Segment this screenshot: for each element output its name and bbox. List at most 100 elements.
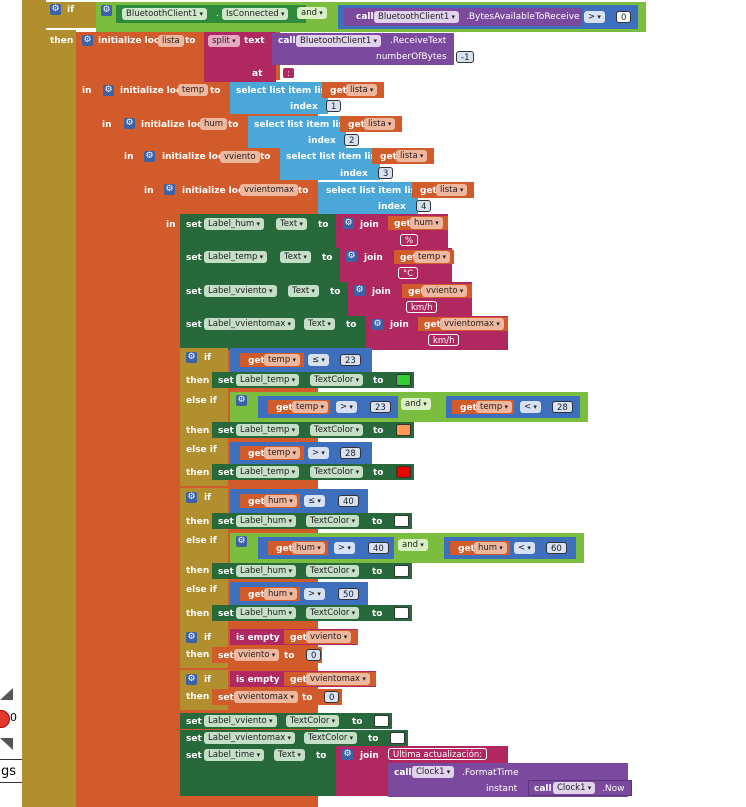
index-number[interactable]: 2 [344, 134, 360, 146]
gt-op-dropdown[interactable]: > [336, 401, 357, 413]
gt-op-dropdown[interactable]: > [308, 447, 329, 459]
join-mutator-icon[interactable]: ⚙ [343, 218, 354, 229]
white-color-swatch[interactable] [394, 515, 409, 527]
white-color-swatch[interactable] [394, 565, 409, 577]
component-dropdown[interactable]: BluetoothClient1 [122, 8, 208, 20]
temp-var-name[interactable]: temp [178, 84, 209, 96]
init-vviento-mutator-icon[interactable]: ⚙ [144, 151, 155, 162]
and-dropdown[interactable]: and [297, 7, 327, 19]
vvientomax-var-name[interactable]: vvientomax [240, 184, 299, 196]
select-vvientomax-block[interactable] [318, 182, 418, 214]
hum-var-dropdown[interactable]: hum [474, 542, 507, 554]
text-prop-dropdown[interactable]: Text [274, 749, 305, 761]
lista-dropdown[interactable]: lista [364, 118, 396, 130]
temp-var-dropdown[interactable]: temp [292, 401, 328, 413]
temp-var-dropdown[interactable]: temp [264, 354, 300, 366]
temp-23-number[interactable]: 23 [370, 401, 391, 413]
temp-var-dropdown[interactable]: temp [414, 251, 450, 263]
vviento-var-dropdown[interactable]: vviento [234, 649, 280, 661]
label-vviento-dropdown[interactable]: Label_vviento [204, 285, 277, 297]
temp-suffix-text[interactable]: °C [398, 267, 419, 279]
lt-op-dropdown[interactable]: < [514, 542, 535, 554]
if-mutator-icon[interactable]: ⚙ [186, 632, 197, 643]
white-color-swatch[interactable] [394, 607, 409, 619]
white-color-swatch[interactable] [374, 715, 389, 727]
textcolor-prop-dropdown[interactable]: TextColor [310, 374, 364, 386]
call-component-dropdown[interactable]: BluetoothClient1 [374, 11, 460, 23]
wind-max-suffix-text[interactable]: km/h [428, 334, 460, 346]
lt-op-dropdown[interactable]: < [520, 401, 541, 413]
index-number[interactable]: 3 [378, 167, 394, 179]
and-mutator-icon[interactable]: ⚙ [236, 536, 247, 547]
select-temp-block[interactable] [230, 82, 328, 114]
init-vvientomax-mutator-icon[interactable]: ⚙ [164, 184, 175, 195]
text-prop-dropdown[interactable]: Text [276, 218, 307, 230]
hum-60-number[interactable]: 60 [546, 542, 567, 554]
hum-suffix-text[interactable]: % [400, 234, 419, 246]
le-op-dropdown[interactable]: ≤ [308, 354, 329, 366]
wind-suffix-text[interactable]: km/h [406, 301, 438, 313]
hum-var-dropdown[interactable]: hum [410, 217, 443, 229]
textcolor-prop-dropdown[interactable]: TextColor [306, 515, 360, 527]
label-vvientomax-dropdown[interactable]: Label_vvientomax [204, 732, 296, 744]
le-op-dropdown[interactable]: ≤ [304, 495, 325, 507]
and-dropdown[interactable]: and [398, 539, 428, 551]
index-number[interactable]: 4 [416, 200, 432, 212]
init-hum-mutator-icon[interactable]: ⚙ [124, 118, 135, 129]
hum-if-mutator-icon[interactable]: ⚙ [186, 492, 197, 503]
label-hum-dropdown[interactable]: Label_hum [236, 607, 296, 619]
label-vvientomax-dropdown[interactable]: Label_vvientomax [204, 318, 296, 330]
hum-var-dropdown[interactable]: hum [264, 495, 297, 507]
zero-number[interactable]: 0 [324, 691, 340, 703]
vvientomax-var-dropdown[interactable]: vvientomax [306, 673, 370, 685]
gt-op-dropdown[interactable]: > [304, 588, 325, 600]
split-dropdown[interactable]: split [208, 35, 240, 47]
lista-dropdown[interactable]: lista [436, 184, 468, 196]
textcolor-prop-dropdown[interactable]: TextColor [306, 565, 360, 577]
textcolor-prop-dropdown[interactable]: TextColor [286, 715, 340, 727]
textcolor-prop-dropdown[interactable]: TextColor [310, 424, 364, 436]
vvientomax-var-dropdown[interactable]: vvientomax [440, 318, 504, 330]
temp-var-dropdown[interactable]: temp [264, 447, 300, 459]
if-mutator-icon[interactable]: ⚙ [186, 674, 197, 685]
text-prop-dropdown[interactable]: Text [288, 285, 319, 297]
time-prefix-text[interactable]: Ultima actualización: [388, 748, 488, 760]
label-hum-dropdown[interactable]: Label_hum [236, 515, 296, 527]
clock-dropdown[interactable]: Clock1 [412, 766, 455, 778]
receive-component-dropdown[interactable]: BluetoothClient1 [296, 35, 382, 47]
textcolor-prop-dropdown[interactable]: TextColor [304, 732, 358, 744]
label-time-dropdown[interactable]: Label_time [204, 749, 265, 761]
join-mutator-icon[interactable]: ⚙ [372, 319, 383, 330]
label-hum-dropdown[interactable]: Label_hum [204, 218, 264, 230]
gt-op-dropdown[interactable]: > [334, 542, 355, 554]
hum-40-number[interactable]: 40 [368, 542, 389, 554]
lista-dropdown[interactable]: lista [396, 150, 428, 162]
temp-if-mutator-icon[interactable]: ⚙ [186, 352, 197, 363]
green-color-swatch[interactable] [396, 374, 411, 386]
hum-if-block[interactable] [180, 488, 228, 628]
label-temp-dropdown[interactable]: Label_temp [204, 251, 268, 263]
clock-dropdown[interactable]: Clock1 [553, 782, 596, 794]
init-lista-mutator-icon[interactable]: ⚙ [82, 35, 93, 46]
scroll-up-icon[interactable] [0, 688, 13, 700]
join-mutator-icon[interactable]: ⚙ [342, 749, 353, 760]
temp-28-number[interactable]: 28 [552, 401, 573, 413]
vviento-var-name[interactable]: vviento [220, 151, 260, 163]
temp-var-dropdown[interactable]: temp [476, 401, 512, 413]
hum-var-name[interactable]: hum [200, 118, 228, 130]
and-mutator-icon[interactable]: ⚙ [101, 5, 112, 16]
init-temp-mutator-icon[interactable]: ⚙ [103, 85, 114, 96]
temp-28-number[interactable]: 28 [340, 447, 361, 459]
label-temp-dropdown[interactable]: Label_temp [236, 424, 300, 436]
zero-number[interactable]: 0 [306, 649, 322, 661]
select-hum-block[interactable] [248, 116, 346, 148]
text-prop-dropdown[interactable]: Text [280, 251, 311, 263]
and-dropdown[interactable]: and [401, 398, 431, 410]
separator-text[interactable]: : [282, 67, 295, 79]
join-mutator-icon[interactable]: ⚙ [354, 285, 365, 296]
red-color-swatch[interactable] [396, 466, 411, 478]
if-block-outer[interactable] [22, 0, 46, 807]
scroll-down-icon[interactable] [0, 738, 13, 750]
index-number[interactable]: 1 [326, 100, 342, 112]
and-mutator-icon[interactable]: ⚙ [236, 395, 247, 406]
